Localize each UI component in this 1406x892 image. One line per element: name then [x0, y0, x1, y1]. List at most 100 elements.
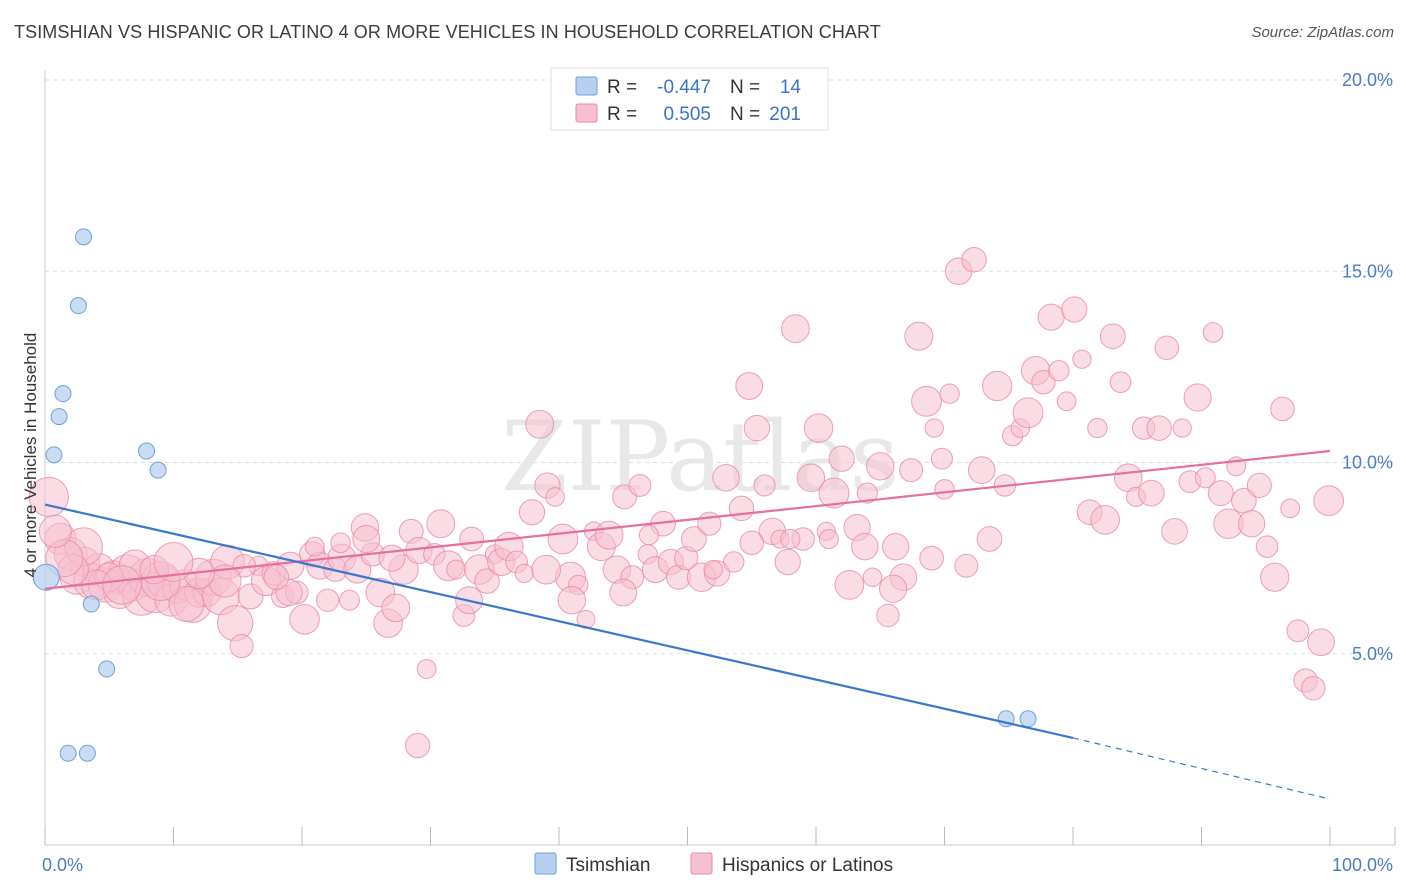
bottom-legend-hispanics: Hispanics or Latinos: [722, 855, 893, 876]
tsimshian-point: [32, 563, 60, 591]
hispanic-point: [304, 536, 325, 557]
hispanic-point: [426, 509, 456, 539]
hispanic-point: [723, 551, 745, 573]
hispanic-point: [609, 578, 638, 607]
hispanic-point: [339, 589, 360, 611]
hispanic-point: [1138, 479, 1165, 507]
hispanic-point: [378, 544, 406, 572]
trend-lines: [44, 449, 1331, 800]
legend-n-value-2: 201: [769, 104, 801, 125]
y-tick-label-3: 20.0%: [1342, 70, 1393, 90]
hispanic-point: [330, 532, 351, 554]
hispanic-point: [628, 474, 652, 497]
hispanic-point: [862, 567, 883, 588]
hispanic-point: [638, 525, 660, 546]
hispanic-point: [881, 532, 910, 561]
hispanic-point: [263, 564, 290, 591]
hispanic-point: [851, 532, 879, 561]
tsimshian-point: [82, 595, 100, 613]
hispanic-point: [153, 542, 194, 582]
hispanic-point: [1109, 371, 1132, 394]
hispanic-point: [514, 563, 534, 584]
hispanic-point: [216, 604, 254, 642]
hispanic-point: [879, 574, 908, 603]
legend-r-label-1: R =: [607, 77, 637, 98]
tsimshian-points: [32, 228, 1037, 762]
legend-n-label-2: N =: [730, 104, 760, 125]
hispanic-point: [743, 414, 771, 442]
hispanic-point: [934, 479, 955, 500]
hispanic-point: [681, 526, 707, 552]
hispanic-point: [939, 383, 960, 404]
hispanic-point: [712, 464, 740, 492]
hispanic-point: [289, 604, 320, 635]
hispanic-point: [876, 603, 900, 628]
chart-title: TSIMSHIAN VS HISPANIC OR LATINO 4 OR MOR…: [14, 22, 881, 42]
tsimshian-point: [78, 744, 96, 762]
hispanic-point: [1031, 370, 1056, 395]
hispanic-point: [866, 452, 895, 481]
hispanic-point: [796, 463, 826, 493]
hispanic-point: [1207, 480, 1234, 507]
hispanic-point: [416, 659, 437, 679]
hispanic-point: [818, 528, 839, 550]
hispanic-point: [545, 487, 565, 507]
legend-box: R = -0.447 N = 14 R = 0.505 N = 201: [550, 67, 829, 131]
tsimshian-point: [45, 446, 63, 464]
legend-n-label-1: N =: [730, 77, 760, 98]
hispanic-point: [803, 413, 834, 443]
tsimshian-point: [149, 461, 167, 479]
hispanic-point: [1270, 396, 1295, 422]
hispanic-point: [1146, 415, 1172, 441]
hispanic-point: [459, 526, 485, 552]
hispanic-point: [911, 385, 942, 417]
hispanic-point: [518, 499, 546, 526]
hispanic-point: [976, 526, 1003, 552]
hispanic-point: [1099, 323, 1126, 350]
hispanic-point: [1161, 517, 1188, 545]
hispanic-point: [735, 372, 764, 400]
legend-r-value-2: 0.505: [663, 104, 711, 125]
hispanic-point: [352, 524, 381, 554]
hispanic-point: [474, 568, 500, 594]
hispanic-point: [1154, 335, 1180, 361]
hispanic-point: [919, 545, 945, 571]
hispanic-point: [1090, 505, 1120, 535]
x-tick-labels: 0.0% 100.0%: [42, 855, 1393, 875]
hispanic-point: [753, 474, 776, 497]
hispanic-point: [1037, 303, 1065, 331]
hispanic-point: [1202, 322, 1224, 343]
y-tick-label-0: 5.0%: [1352, 644, 1393, 664]
hispanic-point: [1286, 619, 1310, 643]
hispanic-points: [28, 247, 1345, 759]
hispanic-point: [1072, 349, 1092, 369]
legend-n-value-1: 14: [780, 77, 802, 98]
hispanic-point: [1194, 467, 1216, 489]
hispanic-point: [930, 447, 953, 470]
hispanic-point: [899, 458, 924, 483]
hispanic-point: [828, 445, 855, 472]
y-tick-label-2: 15.0%: [1342, 261, 1393, 281]
hispanic-point: [405, 732, 431, 759]
hispanic-point: [904, 321, 934, 351]
axes: [44, 70, 1396, 846]
y-axis-label: 4 or more Vehicles in Household: [21, 333, 40, 578]
tsimshian-point: [138, 442, 156, 460]
hispanic-point: [1183, 383, 1212, 412]
hispanic-point: [834, 570, 865, 600]
hispanic-point: [728, 495, 755, 522]
hispanic-point: [1237, 510, 1266, 538]
tsimshian-point: [54, 385, 72, 403]
hispanic-point: [1246, 472, 1272, 498]
hispanic-point: [1056, 391, 1077, 412]
hispanic-point: [229, 634, 254, 659]
hispanic-point: [703, 559, 723, 580]
hispanic-point: [38, 514, 72, 548]
hispanic-point: [1301, 675, 1326, 701]
hispanic-point: [954, 553, 979, 578]
y-tick-label-1: 10.0%: [1342, 453, 1393, 473]
hispanic-point: [961, 247, 987, 273]
hispanic-point: [594, 520, 624, 550]
hispanic-point: [982, 370, 1013, 402]
